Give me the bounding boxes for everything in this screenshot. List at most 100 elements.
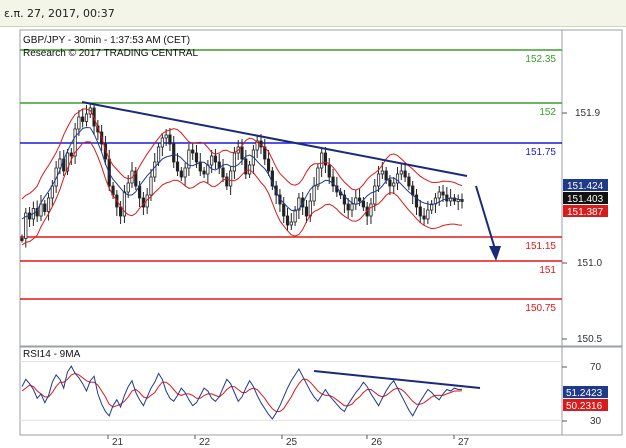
- candle-body: [282, 203, 286, 217]
- candle-body: [221, 167, 225, 178]
- candle-body: [175, 161, 180, 172]
- price-tick-label: 151.9: [575, 108, 600, 119]
- price-tick-label: 150.5: [577, 334, 602, 345]
- candle-body: [179, 170, 183, 178]
- upper-band: [21, 108, 463, 200]
- candle-body: [266, 158, 271, 172]
- candle-body: [156, 146, 161, 163]
- chart-copyright: Research © 2017 TRADING CENTRAL: [23, 48, 198, 59]
- candle-body: [350, 203, 354, 211]
- candle-body: [327, 164, 331, 178]
- candle-body: [308, 200, 312, 217]
- candle-body: [54, 167, 58, 187]
- rsi-tag-blue-label: 51.2423: [566, 388, 603, 399]
- candle-body: [346, 203, 350, 211]
- candle-body: [194, 152, 199, 163]
- price-tick-label: 151.0: [577, 258, 602, 269]
- candle-body: [441, 191, 445, 196]
- rsi-axis-ticks: 70 30: [562, 362, 602, 427]
- rsi-tag-red-label: 50.2316: [566, 401, 603, 412]
- level-label: 152: [539, 107, 556, 118]
- candle-body: [274, 185, 278, 196]
- price-tag-black: 151.403: [563, 192, 608, 205]
- rsi-title: RSI14 - 9MA: [23, 349, 81, 360]
- candle-body: [369, 203, 373, 217]
- candle-body: [270, 170, 274, 187]
- candle-body: [58, 158, 62, 169]
- candle-body: [411, 185, 415, 196]
- candle-body: [392, 182, 396, 187]
- price-tag-black-label: 151.403: [567, 194, 604, 205]
- candle-body: [316, 167, 320, 187]
- candle-body: [354, 197, 358, 205]
- candle-body: [149, 176, 153, 196]
- candle-body: [320, 152, 324, 169]
- rsi-tag-red: 50.2316: [563, 399, 608, 412]
- candle-body: [399, 170, 403, 175]
- candle-body: [331, 176, 335, 187]
- candle-body: [445, 194, 449, 202]
- candle-body: [229, 170, 233, 187]
- candle-body: [304, 206, 309, 217]
- bollinger-bands: [21, 108, 463, 246]
- level-label: 152.35: [525, 54, 556, 65]
- level-label: 151: [539, 265, 556, 276]
- candle-body: [20, 238, 24, 241]
- x-tick-label: 26: [371, 437, 383, 448]
- candle-body: [168, 134, 172, 145]
- candle-body: [213, 155, 218, 163]
- candle-body: [126, 182, 130, 193]
- x-axis: 21 22 25 26 27: [107, 435, 470, 448]
- candle-body: [198, 161, 202, 172]
- candle-body: [403, 170, 407, 178]
- rsi-trendline: [313, 370, 481, 389]
- candle-body: [301, 197, 305, 208]
- candle-body: [172, 143, 176, 163]
- chart-canvas: 152.35 152 151.75 151.15 151 150.75 GBP/JPY -…: [19, 29, 623, 448]
- candle-body: [187, 149, 191, 169]
- candle-body: [164, 134, 168, 139]
- candle-body: [407, 176, 411, 187]
- moving-average: [21, 126, 463, 220]
- price-axis-ticks: 151.9 151.0 150.5: [562, 108, 602, 345]
- lower-band: [21, 141, 463, 246]
- candle-body: [426, 209, 430, 220]
- level-label: 150.75: [525, 303, 556, 314]
- candle-body: [388, 179, 392, 187]
- candle-body: [418, 206, 422, 217]
- candle-body: [357, 197, 362, 202]
- price-panel-frame: [19, 29, 563, 347]
- candle-body: [119, 206, 123, 217]
- candle-body: [285, 215, 290, 226]
- candle-body: [65, 152, 70, 172]
- candle-body: [160, 137, 164, 148]
- candle-body: [73, 128, 77, 157]
- candle-body: [183, 167, 187, 178]
- support-resistance-levels: 152.35 152 151.75 151.15 151 150.75: [20, 49, 562, 314]
- level-label: 151.15: [525, 241, 556, 252]
- candle-body: [361, 200, 365, 208]
- candle-body: [342, 194, 347, 205]
- candle-body: [380, 170, 384, 175]
- candle-body: [81, 116, 85, 122]
- candle-body: [293, 209, 297, 223]
- candle-body: [77, 116, 81, 130]
- rsi-tick-label: 70: [590, 362, 602, 373]
- price-tag-blue: 151.424: [563, 179, 608, 192]
- candle-body: [35, 208, 39, 217]
- candle-body: [437, 191, 441, 199]
- candle-body: [323, 152, 328, 166]
- candle-body: [384, 170, 388, 181]
- candle-body: [255, 140, 259, 151]
- candle-body: [69, 152, 73, 157]
- candle-body: [84, 113, 89, 122]
- candle-body: [373, 185, 377, 205]
- candle-body: [232, 152, 237, 172]
- price-tag-blue-label: 151.424: [567, 181, 604, 192]
- candle-body: [414, 194, 419, 208]
- rsi-tag-blue: 51.2423: [563, 386, 608, 399]
- price-trendline: [81, 101, 468, 177]
- candle-body: [153, 161, 157, 178]
- rsi-tick-label: 30: [590, 416, 602, 427]
- rsi-grid: [20, 361, 562, 421]
